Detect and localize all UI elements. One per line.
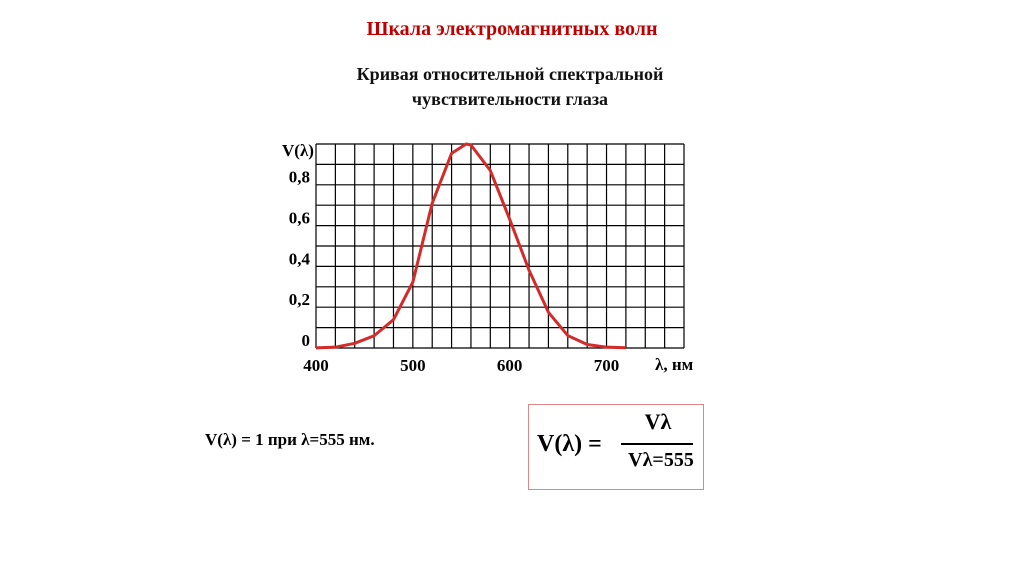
curve [315,142,626,350]
note: V(λ) = 1 при λ=555 нм. [205,430,375,449]
y-tick-label: 0,4 [289,249,311,268]
y-tick-label: 0 [302,331,311,350]
chart-title: Кривая относительной спектральной чувств… [356,64,664,109]
fraction-bar [621,443,693,445]
formula-lhs: V(λ) = [537,431,602,457]
y-tick-label: 0,2 [289,290,310,309]
y-tick-label: 0,8 [289,168,310,187]
slide-title: Шкала электромагнитных волн [366,18,658,40]
y-tick-label: 0,6 [289,209,310,228]
x-axis-label: λ, нм [655,355,694,374]
x-tick-label: 600 [497,356,523,375]
formula-box: V(λ) = Vλ Vλ=555 [528,404,704,490]
x-tick-label: 400 [303,356,329,375]
x-tick-label: 500 [400,356,426,375]
formula-numerator: Vλ [644,409,672,434]
y-axis-label: V(λ) [282,141,314,160]
formula-denominator: Vλ=555 [628,449,694,471]
x-tick-label: 700 [594,356,620,375]
